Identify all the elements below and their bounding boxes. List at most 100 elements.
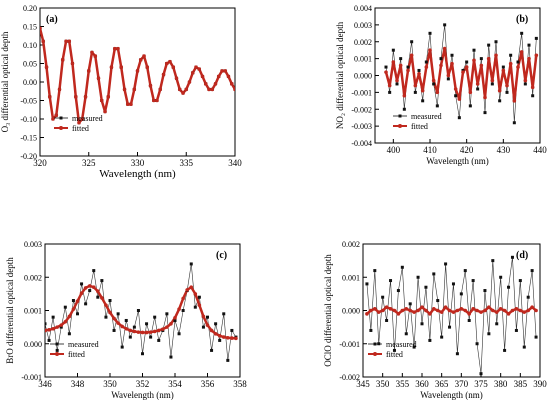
fitted-point [530, 305, 534, 309]
fitted-point [233, 87, 235, 92]
fitted-point [63, 320, 68, 324]
fitted-point [522, 310, 527, 314]
measured-point [526, 295, 530, 299]
fitted-point [435, 90, 440, 95]
fitted-point [135, 69, 140, 73]
chart-panel-3: 346 348 350 352 354 356 358 0.003 0.002 0.001 0.00… [5, 240, 247, 400]
x-tick-label: 346 [38, 379, 52, 389]
fitted-point [155, 98, 159, 103]
measured-point [483, 111, 487, 115]
fitted-point [475, 308, 479, 313]
fitted-point [194, 65, 198, 69]
fitted-point [124, 326, 129, 331]
fitted-point [70, 61, 75, 66]
y-tick-label: 0.10 [23, 41, 37, 50]
fitted-point [526, 308, 530, 313]
measured-point [369, 328, 373, 332]
fitted-point [213, 331, 218, 336]
measured-point [467, 318, 471, 322]
fitted-point [451, 310, 456, 314]
fitted-point [189, 285, 194, 290]
legend-swatch-marker [55, 342, 59, 346]
fitted-point [119, 65, 124, 69]
measured-point [512, 121, 516, 125]
fitted-point [158, 87, 163, 92]
y-tick-label: 0.003 [354, 21, 372, 30]
fitted-point [226, 335, 230, 340]
measured-point [421, 99, 425, 103]
measured-point [523, 82, 527, 86]
measured-point [495, 322, 499, 326]
measured-point [120, 345, 124, 349]
x-tick-label: 352 [136, 379, 150, 389]
fitted-point [197, 303, 202, 307]
measured-point [436, 299, 440, 303]
fitted-point [112, 46, 117, 51]
fitted-point [384, 305, 389, 309]
measured-point [226, 358, 230, 362]
fitted-point [213, 82, 218, 86]
fitted-point [464, 65, 469, 69]
x-tick-label: 420 [460, 145, 474, 155]
measured-point [408, 302, 412, 306]
legend-label: fitted [386, 350, 403, 359]
measured-point [141, 352, 144, 356]
y-tick-label: 0.004 [354, 4, 372, 13]
fitted-point [116, 321, 120, 325]
y-tick-label: -0.001 [21, 373, 42, 382]
measured-point [451, 282, 455, 286]
fitted-point [80, 117, 85, 121]
fitted-point [400, 308, 405, 313]
measured-point [446, 77, 450, 81]
fitted-point [494, 310, 499, 314]
fitted-point [90, 50, 94, 55]
measured-point [424, 285, 428, 289]
measured-point [490, 82, 494, 86]
fitted-point [442, 46, 447, 51]
measured-point [483, 289, 487, 293]
measured-point [410, 40, 414, 44]
fitted-point [391, 60, 396, 64]
fitted-point [40, 26, 42, 31]
fitted-point [490, 78, 495, 83]
fitted-point [177, 307, 181, 311]
fitted-point [144, 330, 149, 335]
fitted-point [220, 69, 224, 73]
y-tick-label: 0.00 [23, 78, 37, 87]
fitted-point [161, 72, 166, 77]
legend-label: measured [386, 340, 417, 349]
measured-point [440, 335, 444, 339]
fitted-point [486, 56, 491, 61]
measured-point [487, 43, 491, 47]
measured-point [404, 332, 408, 336]
measured-point [443, 23, 447, 27]
y-tick-label: -0.001 [351, 88, 372, 97]
fitted-point [498, 307, 503, 311]
fitted-point [234, 336, 238, 341]
fitted-point [384, 70, 388, 74]
measured-point [76, 312, 79, 316]
x-tick-label: 380 [494, 379, 508, 389]
measured-point [503, 348, 507, 352]
fitted-point [209, 328, 214, 333]
fitted-point [67, 39, 72, 44]
series-group [365, 255, 538, 376]
measured-point [173, 318, 177, 322]
fitted-point [156, 328, 161, 333]
measured-point [465, 60, 469, 64]
fitted-point [387, 83, 392, 88]
measured-point [391, 48, 395, 52]
fitted-point [424, 308, 428, 313]
fitted-point [86, 69, 91, 73]
fitted-point [203, 82, 208, 86]
measured-point [55, 348, 59, 352]
measured-point [136, 309, 140, 312]
fitted-point [122, 87, 127, 92]
measured-point [169, 355, 173, 359]
y-tick-label: 0.000 [342, 307, 360, 316]
x-tick-label: 440 [533, 145, 547, 155]
measured-point [406, 65, 410, 69]
fitted-point [145, 65, 150, 69]
measured-point [428, 31, 432, 35]
